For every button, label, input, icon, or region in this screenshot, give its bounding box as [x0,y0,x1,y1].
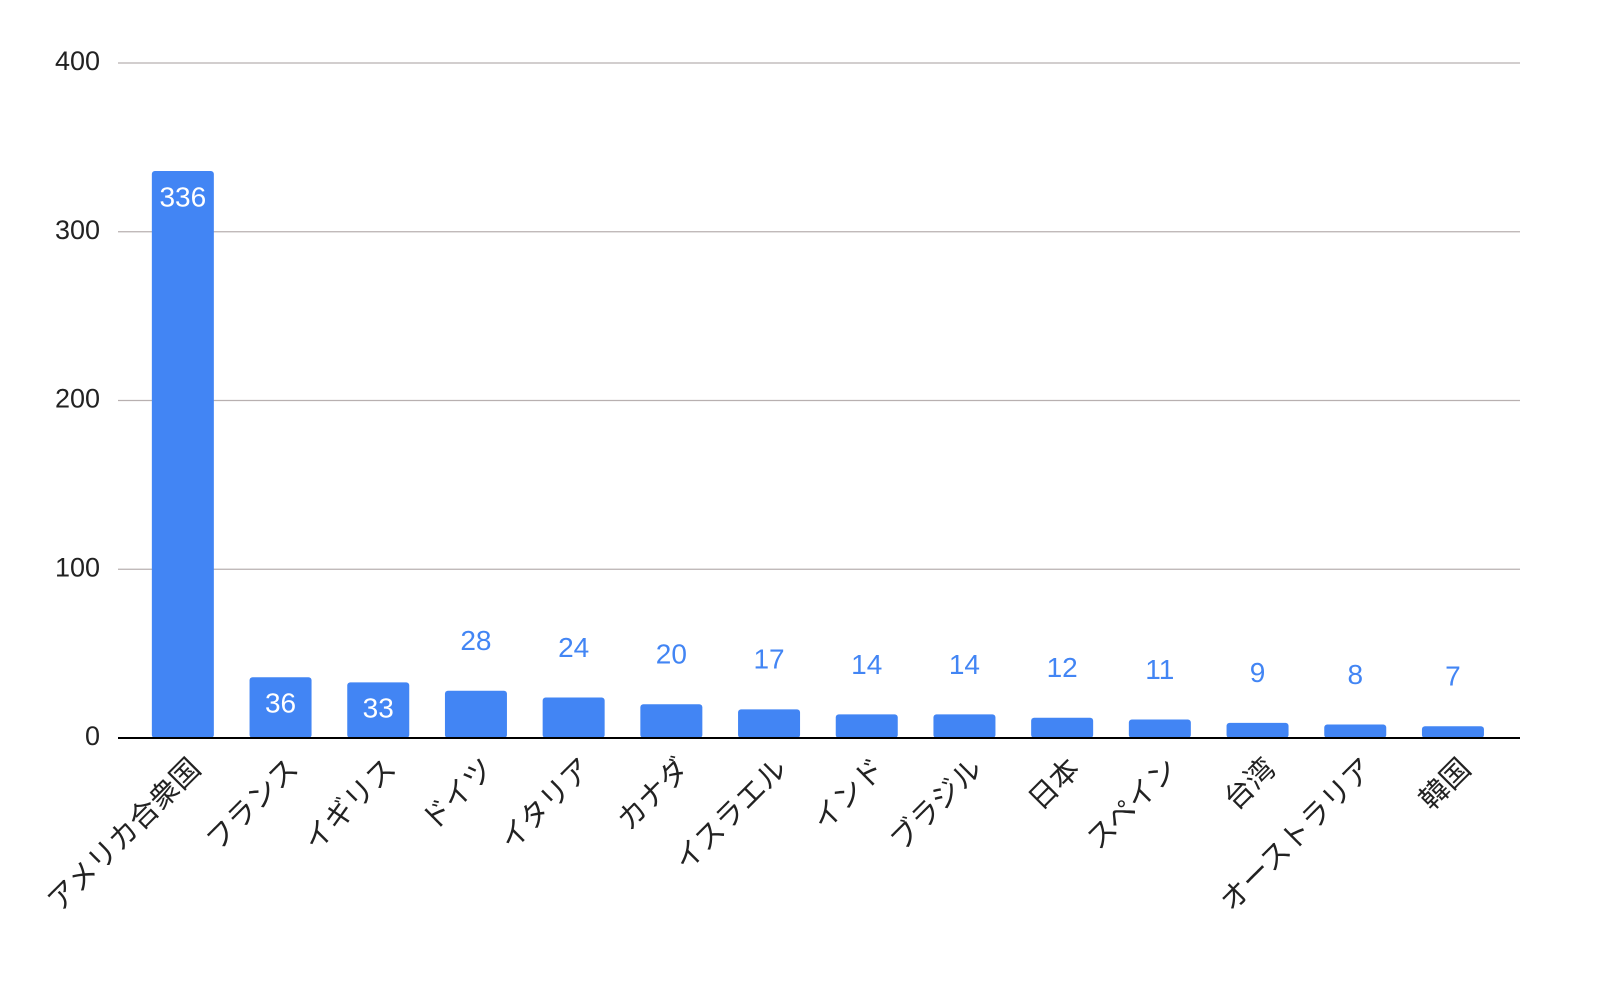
value-label: 36 [265,688,296,719]
x-tick-label: フランス [201,753,305,857]
value-label: 17 [753,644,784,675]
y-tick-label: 300 [55,215,100,245]
x-tick-label: ブラジル [884,752,989,857]
bar [738,709,801,738]
x-tick-label: カナダ [611,752,696,837]
value-label: 33 [363,693,394,724]
x-tick-label: インド [807,753,891,837]
y-tick-label: 100 [55,552,100,582]
x-tick-label: イギリス [298,753,403,858]
value-label: 12 [1047,652,1078,683]
x-tick-label: 日本 [1022,752,1086,816]
value-label: 24 [558,632,589,663]
x-tick-label: イタリア [494,753,598,857]
bar [1031,717,1094,738]
bar [1324,724,1387,738]
bar [444,690,507,738]
value-label: 9 [1250,657,1266,688]
value-label: 14 [949,649,980,680]
value-label: 11 [1145,654,1174,685]
value-label: 28 [460,625,491,656]
value-label: 8 [1347,659,1363,690]
bar [835,714,898,738]
y-tick-label: 200 [55,384,100,414]
x-tick-label: アメリカ合衆国 [41,752,207,918]
bar [347,682,410,738]
bar [151,171,214,738]
x-tick-label: 韓国 [1413,752,1477,816]
value-label: 7 [1445,661,1461,692]
bar [933,714,996,738]
x-tick-label: ドイツ [416,753,500,837]
value-label: 20 [656,639,687,670]
value-label: 336 [159,181,206,212]
y-tick-label: 0 [85,721,100,751]
bar [640,704,703,738]
bar [542,697,605,738]
bar [1128,719,1191,738]
value-label: 14 [851,649,882,680]
x-tick-label: 台湾 [1218,752,1282,816]
bar [1226,722,1289,738]
bar [1421,726,1484,738]
x-tick-label: スペイン [1081,753,1184,856]
bar [249,677,312,738]
y-tick-label: 400 [55,46,100,76]
